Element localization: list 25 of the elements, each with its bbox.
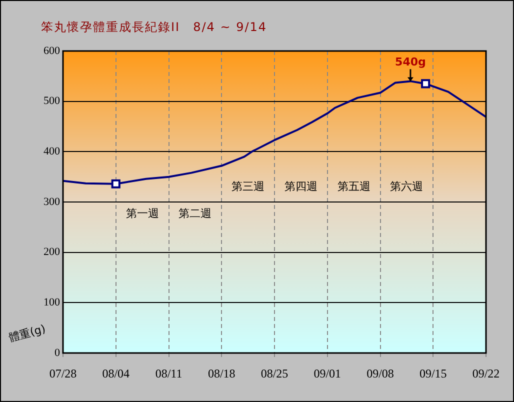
annotation: 第四週 xyxy=(284,180,318,193)
annotation: 第一週 xyxy=(126,206,159,220)
annotation: 540g xyxy=(395,56,426,69)
x-tick-label: 08/04 xyxy=(102,366,130,380)
y-tick-label: 500 xyxy=(44,95,60,108)
annotation: 第五週 xyxy=(337,180,370,193)
y-tick-label: 400 xyxy=(44,146,60,158)
x-tick-label: 08/11 xyxy=(155,366,182,380)
x-tick-label: 08/18 xyxy=(208,366,236,380)
annotation: 第二週 xyxy=(178,206,212,220)
y-tick-label: 100 xyxy=(44,296,60,309)
x-tick-label: 09/15 xyxy=(419,366,447,380)
chart-title: 笨丸懷孕體重成長紀錄II 8/4 ~ 9/14 xyxy=(41,19,268,36)
x-tick-label: 07/28 xyxy=(49,366,77,380)
x-tick-label: 09/22 xyxy=(472,366,500,380)
y-tick-label: 300 xyxy=(44,196,60,208)
y-tick-label: 600 xyxy=(44,44,60,57)
x-tick-label: 09/08 xyxy=(366,366,394,380)
y-tick-label: 0 xyxy=(54,346,60,359)
y-axis-title: 體重(g) xyxy=(7,321,48,346)
y-tick-label: 200 xyxy=(44,246,60,258)
annotation: 第六週 xyxy=(390,180,424,193)
x-tick-label: 09/01 xyxy=(314,366,342,380)
annotation: 第三週 xyxy=(232,180,265,193)
x-tick-label: 08/25 xyxy=(260,366,288,380)
